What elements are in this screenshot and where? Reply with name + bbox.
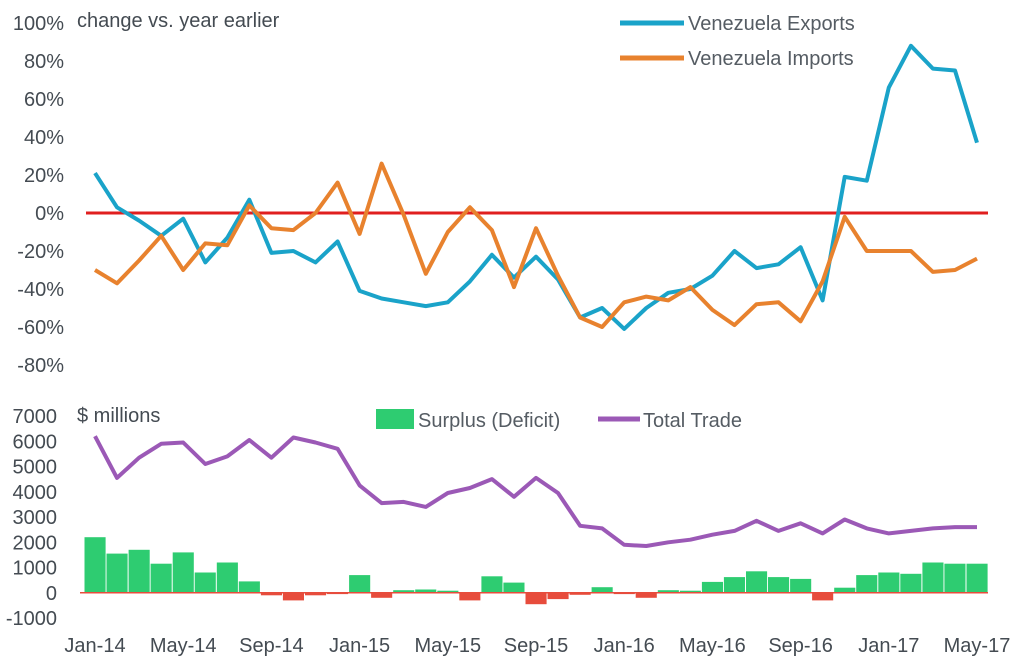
top-series-lines <box>93 43 979 331</box>
surplus-bar <box>172 552 194 593</box>
x-axis: Jan-14 May-14 Sep-14 Jan-15 May-15 Sep-15 Jan-… <box>64 635 1010 657</box>
x-tick: Sep-16 <box>768 635 833 657</box>
surplus-bar <box>547 592 569 600</box>
surplus-bar <box>216 562 238 593</box>
top-y-tick: 100% <box>13 13 64 35</box>
surplus-bar <box>966 563 988 593</box>
x-tick: Jan-15 <box>329 635 390 657</box>
surplus-bar <box>305 592 327 596</box>
surplus-bar <box>415 589 437 593</box>
surplus-bar <box>437 590 459 593</box>
surplus-bar <box>944 563 966 593</box>
surplus-bar <box>84 537 106 593</box>
bottom-y-tick: -1000 <box>6 608 57 630</box>
legend-label-surplus: Surplus (Deficit) <box>418 410 560 432</box>
surplus-bar <box>657 590 679 593</box>
top-y-tick: -80% <box>17 355 64 377</box>
surplus-bar <box>128 549 150 593</box>
surplus-bar <box>812 592 834 601</box>
surplus-bar <box>679 590 701 593</box>
top-y-tick: 80% <box>24 51 64 73</box>
exports-line <box>93 43 979 331</box>
top-y-tick: 40% <box>24 127 64 149</box>
x-tick: Sep-15 <box>504 635 569 657</box>
top-y-tick: -40% <box>17 279 64 301</box>
x-tick: May-17 <box>944 635 1011 657</box>
surplus-bar <box>878 572 900 593</box>
surplus-bar <box>900 573 922 593</box>
top-y-tick: 20% <box>24 165 64 187</box>
surplus-bar <box>371 592 393 598</box>
surplus-bar <box>481 576 503 593</box>
surplus-bar <box>768 577 790 593</box>
top-y-tick: -20% <box>17 241 64 263</box>
bottom-y-tick: 6000 <box>13 431 58 453</box>
x-tick: May-16 <box>679 635 746 657</box>
legend-label-total: Total Trade <box>643 410 742 432</box>
top-y-tick: -60% <box>17 317 64 339</box>
bottom-series-lines <box>93 435 977 548</box>
surplus-bar <box>459 592 481 601</box>
surplus-bar <box>856 575 878 593</box>
surplus-bar <box>591 587 613 593</box>
bottom-bars <box>84 537 988 605</box>
surplus-bar <box>150 563 172 593</box>
surplus-bar <box>569 592 591 595</box>
bottom-y-tick: 0 <box>46 583 57 605</box>
legend-label-exports: Venezuela Exports <box>688 13 855 35</box>
surplus-bar <box>790 578 812 593</box>
surplus-bar <box>701 581 723 593</box>
surplus-bar <box>260 592 282 596</box>
bottom-y-tick: 1000 <box>13 558 58 580</box>
imports-line <box>93 161 978 329</box>
bottom-y-axis: 7000 6000 5000 4000 3000 2000 1000 0 -1000 <box>6 406 57 630</box>
total-trade-line <box>93 435 977 548</box>
surplus-bar <box>635 592 657 598</box>
bottom-y-tick: 2000 <box>13 532 58 554</box>
legend-label-imports: Venezuela Imports <box>688 48 854 70</box>
bottom-y-tick: 7000 <box>13 406 58 428</box>
bottom-chart: $ millions 7000 6000 5000 4000 3000 2000 1000 0… <box>6 405 1011 657</box>
surplus-bar <box>393 590 415 593</box>
bottom-legend: Surplus (Deficit) Total Trade <box>376 409 742 432</box>
surplus-bar <box>194 572 216 593</box>
top-legend: Venezuela Exports Venezuela Imports <box>620 13 855 70</box>
legend-swatch-surplus <box>376 409 414 429</box>
surplus-bar <box>834 587 856 593</box>
surplus-bar <box>282 592 304 601</box>
top-y-tick: 60% <box>24 89 64 111</box>
bottom-y-tick: 4000 <box>13 482 58 504</box>
bottom-chart-title: $ millions <box>77 405 160 427</box>
x-tick: May-15 <box>414 635 481 657</box>
bottom-y-tick: 3000 <box>13 507 58 529</box>
surplus-bar <box>503 582 525 593</box>
surplus-bar <box>525 592 547 605</box>
x-tick: Sep-14 <box>239 635 304 657</box>
top-chart-title: change vs. year earlier <box>77 10 280 32</box>
surplus-bar <box>349 575 371 593</box>
surplus-bar <box>746 571 768 593</box>
x-tick: May-14 <box>150 635 217 657</box>
top-y-tick: 0% <box>35 203 64 225</box>
top-y-axis: 100% 80% 60% 40% 20% 0% -20% -40% -60% -80% <box>13 13 64 377</box>
surplus-bar <box>922 562 944 593</box>
surplus-bar <box>723 577 745 593</box>
surplus-bar <box>238 581 260 593</box>
surplus-bar <box>106 553 128 593</box>
top-chart: change vs. year earlier 100% 80% 60% 40% 20%… <box>13 10 988 377</box>
bottom-y-tick: 5000 <box>13 457 58 479</box>
x-tick: Jan-16 <box>594 635 655 657</box>
x-tick: Jan-14 <box>64 635 125 657</box>
x-tick: Jan-17 <box>858 635 919 657</box>
